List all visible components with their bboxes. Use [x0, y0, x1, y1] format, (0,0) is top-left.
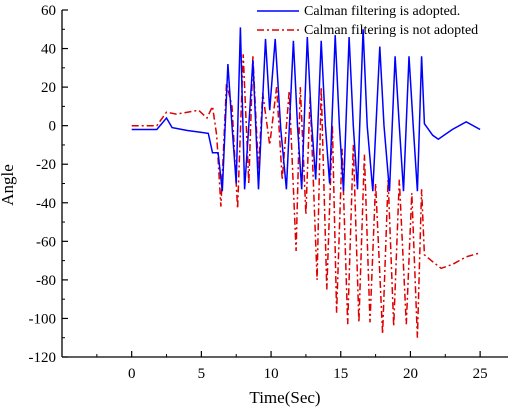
x-tick-label: 15 [333, 366, 348, 382]
y-tick-label: -40 [36, 196, 56, 212]
series-line-adopted [131, 27, 481, 192]
legend: Calman filtering is adopted. Calman filt… [257, 4, 478, 38]
legend-label-adopted: Calman filtering is adopted. [304, 4, 460, 19]
legend-label-not-adopted: Calman filtering is not adopted [304, 23, 478, 38]
y-tick-label: -120 [29, 350, 57, 366]
x-tick-label: 20 [403, 366, 418, 382]
y-tick-label: 40 [41, 42, 56, 58]
series-line-not-adopted [131, 54, 481, 338]
axis-ticks: 60 40 20 0 -20 -40 -60 -80 -100 -120 0 5 10 15 20 25 [29, 3, 488, 382]
x-tick-label: 0 [128, 366, 136, 382]
y-tick-label: 60 [41, 3, 56, 19]
y-tick-label: -100 [29, 311, 57, 327]
y-tick-label: -20 [36, 157, 56, 173]
y-axis-title: Angle [0, 164, 17, 206]
x-tick-label: 25 [473, 366, 488, 382]
y-tick-label: -80 [36, 273, 56, 289]
plot-area [61, 10, 508, 358]
x-axis-title: Time(Sec) [249, 388, 320, 407]
y-tick-label: 20 [41, 80, 56, 96]
x-tick-label: 10 [264, 366, 279, 382]
series-layer [131, 27, 481, 338]
x-tick-label: 5 [198, 366, 206, 382]
y-tick-label: 0 [49, 119, 57, 135]
y-tick-label: -60 [36, 234, 56, 250]
